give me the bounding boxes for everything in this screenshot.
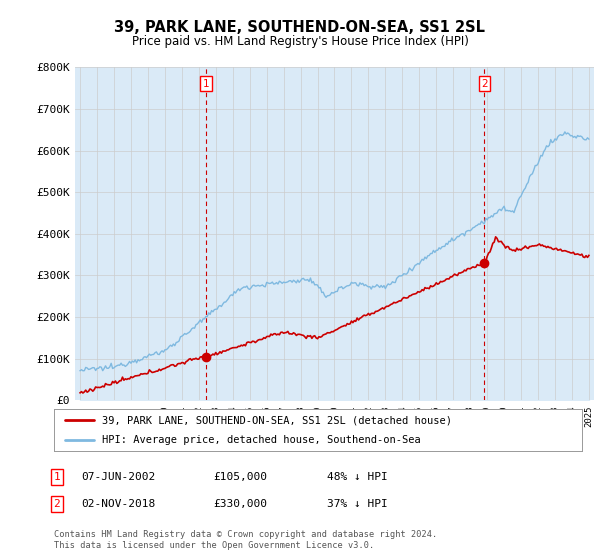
Text: 1: 1 [203, 79, 209, 89]
Text: This data is licensed under the Open Government Licence v3.0.: This data is licensed under the Open Gov… [54, 541, 374, 550]
Text: 07-JUN-2002: 07-JUN-2002 [81, 472, 155, 482]
Text: 1: 1 [53, 472, 61, 482]
Text: HPI: Average price, detached house, Southend-on-Sea: HPI: Average price, detached house, Sout… [101, 435, 420, 445]
Text: 37% ↓ HPI: 37% ↓ HPI [327, 499, 388, 509]
Text: £330,000: £330,000 [213, 499, 267, 509]
Text: Contains HM Land Registry data © Crown copyright and database right 2024.: Contains HM Land Registry data © Crown c… [54, 530, 437, 539]
Text: 48% ↓ HPI: 48% ↓ HPI [327, 472, 388, 482]
Text: Price paid vs. HM Land Registry's House Price Index (HPI): Price paid vs. HM Land Registry's House … [131, 35, 469, 48]
Text: 39, PARK LANE, SOUTHEND-ON-SEA, SS1 2SL: 39, PARK LANE, SOUTHEND-ON-SEA, SS1 2SL [115, 20, 485, 35]
Text: £105,000: £105,000 [213, 472, 267, 482]
Text: 2: 2 [481, 79, 488, 89]
Text: 2: 2 [53, 499, 61, 509]
Text: 02-NOV-2018: 02-NOV-2018 [81, 499, 155, 509]
Text: 39, PARK LANE, SOUTHEND-ON-SEA, SS1 2SL (detached house): 39, PARK LANE, SOUTHEND-ON-SEA, SS1 2SL … [101, 415, 452, 425]
